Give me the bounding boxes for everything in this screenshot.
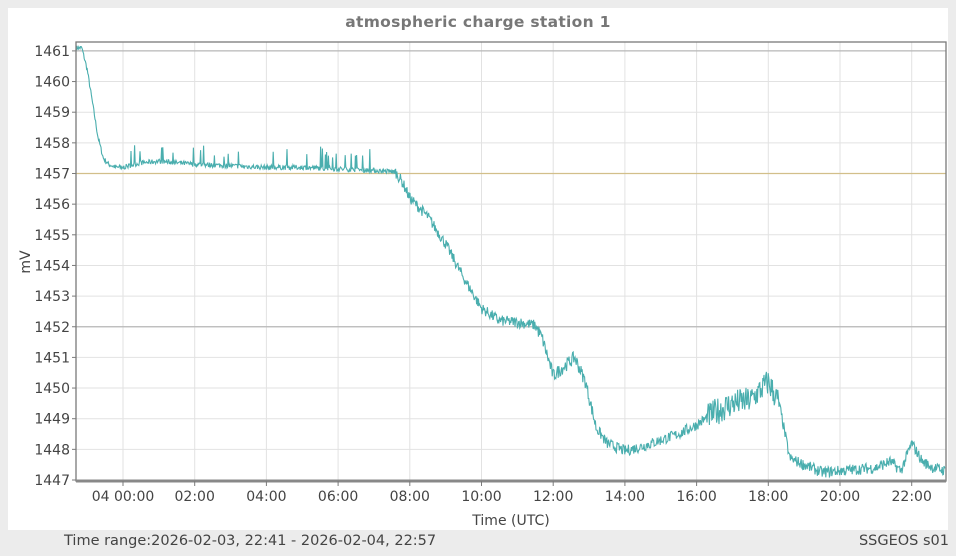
y-tick-label: 1454 [34,258,70,274]
axes [75,41,947,483]
y-axis-ticks: 1447 1448 1449 1450 1451 1452 1453 1454 1455 1456… [34,44,76,489]
x-tick-label: 10:00 [461,489,501,505]
y-tick-label: 1456 [34,197,70,213]
y-tick-label: 1453 [34,289,70,305]
x-tick-label: 02:00 [175,489,215,505]
x-axis-label: Time (UTC) [471,513,549,529]
y-tick-label: 1457 [34,167,70,183]
y-tick-label: 1452 [34,320,70,336]
y-tick-label: 1460 [34,75,70,91]
x-tick-label: 08:00 [390,489,430,505]
y-axis-label: mV [18,250,34,274]
x-tick-label: 18:00 [748,489,788,505]
y-tick-label: 1448 [34,442,70,458]
y-tick-label: 1461 [34,44,70,60]
reference-lines [76,50,946,328]
x-tick-label: 16:00 [676,489,716,505]
chart-title: atmospheric charge station 1 [345,13,611,31]
y-tick-label: 1450 [34,381,70,397]
station-id-label: SSGEOS s01 [858,533,949,549]
x-tick-label: 14:00 [605,489,645,505]
y-tick-label: 1449 [34,412,70,428]
x-tick-label: 12:00 [533,489,573,505]
x-tick-label: 04 00:00 [92,489,155,505]
x-tick-label: 22:00 [892,489,932,505]
y-tick-label: 1458 [34,136,70,152]
time-range-status: Time range:2026-02-03, 22:41 - 2026-02-0… [64,533,437,549]
y-tick-label: 1447 [34,473,70,489]
grid-lines [76,42,946,481]
x-tick-label: 20:00 [820,489,860,505]
x-tick-label: 04:00 [246,489,286,505]
data-series [75,45,946,479]
y-tick-label: 1459 [34,105,70,121]
y-tick-label: 1455 [34,228,70,244]
series-line [75,45,946,479]
x-tick-label: 06:00 [318,489,358,505]
x-axis-ticks: 04 00:00 02:00 04:00 06:00 08:00 10:00 12:00 14… [92,481,932,505]
chart-panel [8,8,948,530]
y-tick-label: 1451 [34,350,70,366]
